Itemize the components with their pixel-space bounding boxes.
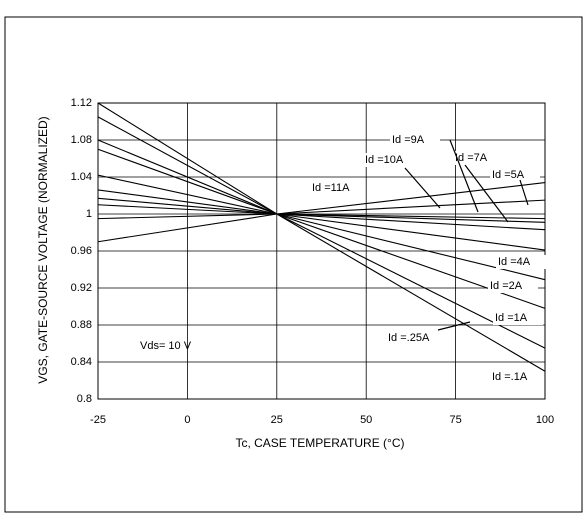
y-tick-label: 1 xyxy=(86,208,92,220)
label-arrow xyxy=(464,164,509,223)
label-bg xyxy=(386,331,436,345)
label-bg xyxy=(490,370,540,384)
x-axis-label: Tc, CASE TEMPERATURE (°C) xyxy=(235,436,404,450)
label-arrow xyxy=(404,167,441,209)
y-tick-label: 0.8 xyxy=(77,393,92,405)
y-tick-label: 0.84 xyxy=(71,356,92,368)
data-line xyxy=(97,182,546,243)
series-label: Id =2A xyxy=(490,280,523,292)
label-bg xyxy=(453,151,503,165)
y-axis-label: VGS, GATE-SOURCE VOLTAGE (NORMALIZED) xyxy=(36,116,50,383)
series-label: Id =.25A xyxy=(388,332,430,344)
series-label: Id =11A xyxy=(312,182,350,194)
label-arrow xyxy=(437,321,471,331)
y-tick-label: 1.12 xyxy=(71,97,92,109)
data-line xyxy=(97,102,546,372)
label-bg xyxy=(363,153,413,167)
y-tick-label: 1.08 xyxy=(71,134,92,146)
plot-border xyxy=(97,102,546,400)
label-bg xyxy=(310,181,360,195)
series-label: Id =9A xyxy=(392,134,425,146)
y-tick-label: 0.92 xyxy=(71,282,92,294)
y-tick-label: 0.96 xyxy=(71,245,92,257)
series-label: Id =10A xyxy=(365,154,404,166)
label-bg xyxy=(493,311,543,325)
y-tick-label: 0.88 xyxy=(71,319,92,331)
data-line xyxy=(97,189,546,231)
y-tick-label: 1.04 xyxy=(71,171,92,183)
label-arrow xyxy=(449,139,479,213)
label-bg xyxy=(488,279,538,293)
annotation: Vds= 10 V xyxy=(140,340,192,352)
series-label: Id =1A xyxy=(495,312,528,324)
series-label: Id =4A xyxy=(498,256,531,268)
frame xyxy=(4,16,583,513)
series-label: Id =7A xyxy=(455,152,488,164)
series-label: Id =5A xyxy=(492,169,525,181)
x-tick-label: 100 xyxy=(536,414,554,426)
label-bg xyxy=(496,255,546,269)
x-tick-label: -25 xyxy=(90,414,106,426)
data-line xyxy=(97,139,546,309)
series-label: Id =.1A xyxy=(492,371,528,383)
label-bg xyxy=(490,168,540,182)
x-tick-label: 0 xyxy=(184,414,190,426)
label-bg xyxy=(390,133,440,147)
x-tick-label: 25 xyxy=(271,414,283,426)
x-tick-label: 75 xyxy=(449,414,461,426)
x-tick-label: 50 xyxy=(360,414,372,426)
